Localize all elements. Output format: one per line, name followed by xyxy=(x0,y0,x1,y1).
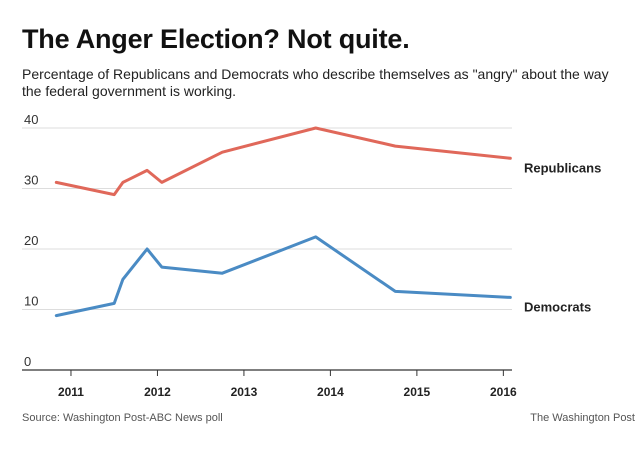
x-tick-label: 2015 xyxy=(404,385,431,399)
x-axis-ticks: 2011 2012 2013 2014 2015 2016 xyxy=(58,370,517,399)
series-label-democrats: Democrats xyxy=(524,299,591,314)
series-line-republicans xyxy=(54,126,512,197)
y-axis-tick-labels: 0 10 20 30 40 xyxy=(24,112,38,369)
chart-subtitle: Percentage of Republicans and Democrats … xyxy=(22,66,609,99)
y-tick-label: 20 xyxy=(24,233,38,248)
chart-title: The Anger Election? Not quite. xyxy=(22,24,410,54)
publisher-credit: The Washington Post xyxy=(530,412,635,424)
y-tick-label: 40 xyxy=(24,112,38,127)
y-tick-label: 10 xyxy=(24,294,38,309)
y-tick-label: 30 xyxy=(24,173,38,188)
series-labels: Republicans Democrats xyxy=(524,160,601,314)
x-tick-label: 2012 xyxy=(144,385,171,399)
series-lines xyxy=(54,126,512,318)
x-tick-label: 2016 xyxy=(490,385,517,399)
x-tick-label: 2011 xyxy=(58,385,84,399)
x-tick-label: 2014 xyxy=(317,385,344,399)
x-tick-label: 2013 xyxy=(231,385,258,399)
gridlines xyxy=(22,127,512,310)
source-note: Source: Washington Post-ABC News poll xyxy=(22,412,223,424)
series-label-republicans: Republicans xyxy=(524,160,601,175)
y-tick-label: 0 xyxy=(24,354,31,369)
series-line-democrats xyxy=(54,235,512,318)
